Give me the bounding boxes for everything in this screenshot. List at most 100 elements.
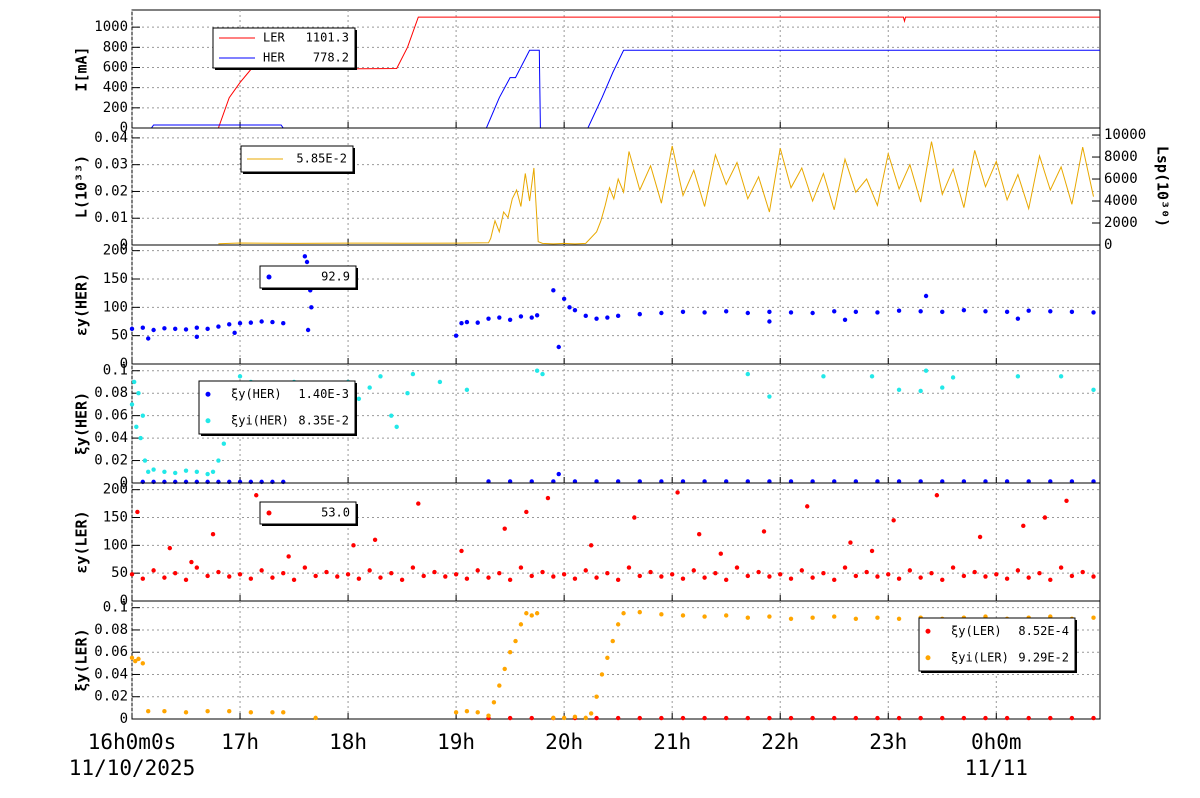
data-point [378,575,383,580]
x-date-label: 11/11 [965,756,1028,780]
data-point [151,327,156,333]
y-tick-label: 0 [120,593,128,609]
data-point [832,577,837,583]
data-point [302,565,308,570]
data-point [594,316,599,321]
data-point [162,709,167,714]
data-point [788,616,794,622]
data-point [767,614,772,619]
y-tick-label: 0.06 [94,644,128,660]
data-point [194,469,200,474]
data-point [305,327,311,333]
data-point [486,713,491,718]
data-point [896,715,902,721]
data-point [367,385,372,390]
data-point [173,326,178,332]
data-point [254,493,259,498]
data-point [131,379,137,385]
data-point [1069,715,1075,721]
data-point [351,543,356,548]
data-point [756,569,761,575]
data-point [1058,374,1064,379]
data-point [853,616,859,622]
data-point [281,710,286,715]
legend-box [918,617,1076,672]
y2-axis-label: Lsp(10³⁰) [1154,146,1172,227]
data-point [248,710,254,715]
legend-marker [205,391,211,397]
data-point [356,576,362,581]
y-tick-label: 0.1 [103,363,128,379]
data-point [194,565,200,570]
data-point [1021,523,1026,529]
data-point [534,368,540,373]
data-point [918,575,923,580]
data-point [1015,316,1021,321]
data-point [540,371,545,377]
data-point [1064,498,1069,504]
y-tick-label: 600 [103,59,128,75]
data-point [497,570,502,576]
data-point [513,638,518,644]
data-point [237,572,243,577]
data-point [864,569,869,575]
data-point [534,313,540,318]
data-point [778,572,783,577]
legend-value: 1.40E-3 [298,387,349,401]
data-point [896,616,902,622]
data-point [853,573,859,579]
data-point [842,317,848,322]
data-point [1048,715,1053,721]
data-point [389,413,394,418]
data-point [659,574,664,579]
data-point [961,307,967,313]
data-point [270,319,275,325]
data-point [556,471,561,477]
legend-value: 92.9 [321,270,350,284]
data-point [248,576,254,581]
data-point [507,715,513,721]
data-point [875,574,880,579]
data-point [367,568,372,573]
data-point [151,568,156,573]
data-point [140,661,146,666]
y2-tick-label: 0 [1104,237,1112,253]
x-tick-label: 17h [221,730,259,754]
y-tick-label: 0 [120,237,128,253]
legend-value: 9.29E-2 [1018,650,1069,664]
data-point [1069,309,1075,315]
data-point [853,309,859,315]
data-point [588,711,594,716]
data-line [218,141,1094,245]
data-point [723,715,729,721]
data-point [183,577,189,583]
data-point [923,368,929,373]
y-tick-label: 150 [103,510,128,526]
data-point [567,305,572,310]
legend-marker [266,510,272,516]
data-point [869,548,875,554]
data-point [1004,309,1010,315]
data-point [151,467,156,472]
data-point [940,309,945,315]
x-tick-label: 22h [761,730,799,754]
data-point [594,694,599,699]
data-point [529,573,534,579]
data-point [745,573,751,579]
data-point [140,576,146,581]
y-axis-label: ξy(LER) [73,628,91,691]
y-tick-label: 0.03 [94,157,128,173]
data-point [502,526,507,531]
data-point [1048,577,1053,583]
data-point [129,572,135,577]
data-point [556,344,561,350]
data-point [713,570,718,576]
y-tick-label: 0.01 [94,210,128,226]
data-point [1058,565,1064,570]
data-point [918,388,923,394]
x-tick-label: 19h [437,730,475,754]
x-tick-label: 0h0m [971,730,1022,754]
data-point [1026,715,1031,721]
data-point [637,715,642,721]
legend-box [198,380,356,435]
